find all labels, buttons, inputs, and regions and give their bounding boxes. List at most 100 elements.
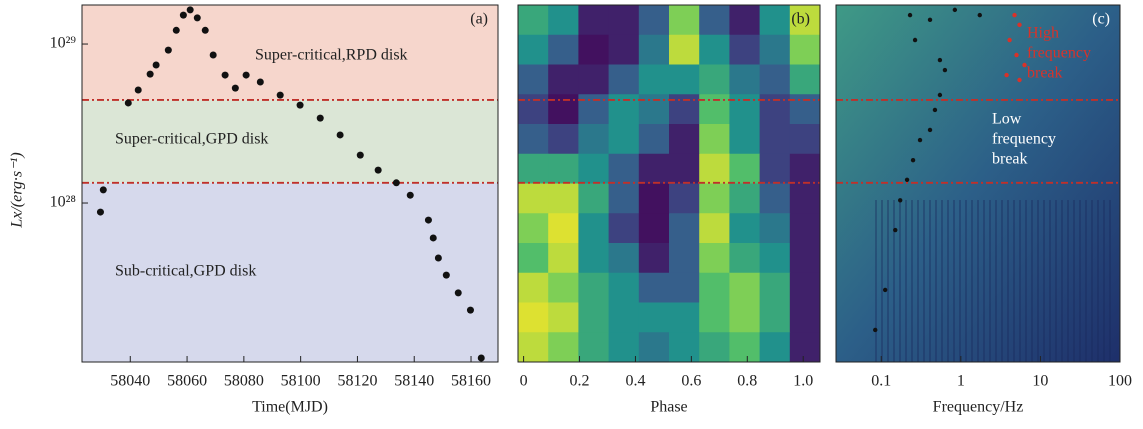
heat-cell — [789, 64, 821, 95]
heat-cell — [548, 332, 579, 363]
heat-cell — [638, 34, 670, 65]
heat-cell — [638, 332, 670, 363]
heat-cell — [578, 213, 610, 244]
y-tick-label: 10²⁸ — [50, 194, 76, 211]
heat-cell — [638, 153, 670, 184]
y-tick-label: 10²⁹ — [50, 35, 77, 52]
data-point — [904, 177, 910, 182]
heat-cell — [759, 183, 791, 214]
data-point — [1007, 37, 1012, 43]
heat-cell — [518, 124, 549, 155]
data-point — [1022, 62, 1027, 68]
annotation: break — [1027, 65, 1063, 82]
heat-cell — [789, 302, 821, 333]
data-point — [186, 6, 194, 14]
heat-cell — [578, 64, 610, 95]
x-tick-label: 58060 — [167, 373, 207, 390]
heat-cell — [578, 243, 610, 274]
heat-cell — [608, 272, 640, 303]
heat-cell — [759, 5, 791, 36]
data-point — [201, 26, 209, 34]
heat-cell — [578, 34, 610, 65]
data-point — [932, 107, 938, 113]
data-point — [134, 86, 142, 94]
panel-label: (c) — [1092, 11, 1110, 28]
x-tick-label: 0 — [520, 373, 528, 390]
x-axis-label: Phase — [650, 399, 687, 416]
heat-cell — [638, 272, 670, 303]
data-point — [907, 12, 913, 18]
data-point — [927, 127, 933, 133]
heat-cell — [759, 302, 791, 333]
heat-cell — [759, 213, 791, 244]
annotation: break — [992, 151, 1028, 168]
heat-cell — [638, 183, 670, 214]
data-point — [99, 186, 107, 194]
annotation: Low — [992, 111, 1022, 128]
data-point — [434, 254, 442, 262]
heat-cell — [669, 213, 700, 244]
heat-cell — [789, 183, 821, 214]
heat-cell — [578, 302, 610, 333]
heat-cell — [608, 332, 640, 363]
heat-cell — [548, 302, 579, 333]
x-tick-label: 58120 — [337, 373, 377, 390]
x-tick-label: 58100 — [281, 373, 321, 390]
heat-cell — [608, 34, 640, 65]
heat-cell — [608, 213, 640, 244]
heat-cell — [518, 213, 549, 244]
data-point — [873, 327, 878, 333]
heat-cell — [789, 34, 821, 65]
data-point — [882, 287, 888, 293]
heat-cell — [699, 332, 730, 363]
data-point — [466, 306, 474, 314]
heat-cell — [789, 153, 821, 184]
heat-cell — [548, 124, 579, 155]
data-point — [152, 61, 160, 69]
data-point — [442, 271, 450, 279]
heat-cell — [669, 94, 700, 125]
heat-cell — [699, 124, 730, 155]
x-tick-label: 0.6 — [681, 373, 701, 390]
heat-cell — [518, 94, 549, 125]
heat-cell — [729, 183, 761, 214]
heat-cell — [669, 34, 700, 65]
heat-cell — [518, 243, 549, 274]
data-point — [296, 101, 304, 109]
data-point — [193, 14, 201, 22]
heat-cell — [669, 153, 700, 184]
data-point — [1012, 12, 1017, 18]
x-tick-label: 58040 — [110, 373, 150, 390]
heat-cell — [608, 94, 640, 125]
x-axis-label: Time(MJD) — [252, 399, 328, 416]
heat-cell — [699, 153, 730, 184]
heat-cell — [548, 272, 579, 303]
heat-cell — [729, 5, 761, 36]
annotation: High — [1027, 25, 1059, 42]
region-label: Super-critical,RPD disk — [255, 47, 408, 64]
heat-cell — [729, 94, 761, 125]
data-point — [316, 114, 324, 122]
plot-frame — [517, 4, 821, 363]
heat-cell — [638, 94, 670, 125]
heat-cell — [518, 5, 549, 36]
heat-cell — [729, 34, 761, 65]
data-point — [276, 91, 284, 99]
data-point — [952, 7, 958, 13]
heat-cell — [548, 94, 579, 125]
heat-cell — [789, 213, 821, 244]
heat-cell — [729, 243, 761, 274]
panel: Super-critical,RPD disk Super-critical,GP… — [9, 4, 499, 416]
heat-cell — [789, 124, 821, 155]
heat-cell — [548, 64, 579, 95]
heat-cell — [578, 332, 610, 363]
data-point — [1017, 22, 1022, 28]
data-point — [897, 198, 903, 203]
data-point — [146, 70, 154, 78]
y-axis-label: Lx/(erg·s⁻¹) — [9, 152, 26, 228]
heat-cell — [548, 213, 579, 244]
heat-cell — [699, 183, 730, 214]
data-point — [356, 151, 364, 159]
data-point — [912, 37, 918, 43]
heat-cell — [518, 302, 549, 333]
